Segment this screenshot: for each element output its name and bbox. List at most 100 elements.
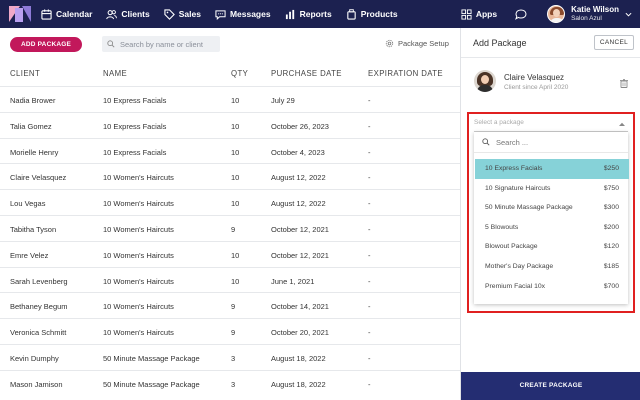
cell-name: 10 Women's Haircuts (103, 224, 174, 234)
option-name: 5 Blowouts (485, 223, 519, 231)
client-since: Client since April 2020 (504, 84, 569, 91)
nav-sales[interactable]: Sales (164, 8, 201, 20)
select-underline (474, 131, 628, 132)
option-price: $200 (603, 223, 619, 231)
nav-reports[interactable]: Reports (285, 9, 332, 20)
grid-icon (461, 8, 472, 20)
column-name[interactable]: NAME (103, 69, 128, 78)
user-org: Salon Azul (571, 15, 602, 22)
nav-clients-label: Clients (121, 9, 150, 19)
create-package-button[interactable]: CREATE PACKAGE (461, 372, 640, 400)
cell-client: Lou Vegas (10, 199, 46, 209)
gear-icon (385, 39, 394, 48)
table-row[interactable]: Lou Vegas 10 Women's Haircuts 10 August 12,… (0, 189, 460, 215)
packages-table: Nadia Brower 10 Express Facials 10 July 29 -… (0, 86, 460, 396)
option-name: Blowout Package (485, 243, 538, 251)
cell-expiration: - (368, 379, 371, 389)
package-dropdown: 10 Express Facials $250 10 Signature Hair… (474, 132, 629, 304)
package-setup-link[interactable]: Package Setup (385, 39, 449, 48)
chevron-down-icon[interactable] (625, 11, 632, 18)
table-row[interactable]: Mason Jamison 50 Minute Massage Package 3 A… (0, 369, 460, 396)
cell-name: 10 Women's Haircuts (103, 173, 174, 183)
message-icon (215, 9, 226, 20)
cell-name: 10 Women's Haircuts (103, 328, 174, 338)
tag-icon (164, 8, 175, 20)
client-avatar (474, 70, 496, 92)
cell-name: 50 Minute Massage Package (103, 379, 200, 389)
add-package-button[interactable]: ADD PACKAGE (10, 37, 82, 52)
nav-apps[interactable]: Apps (461, 8, 497, 20)
cell-client: Bethaney Begum (10, 302, 68, 312)
table-row[interactable]: Talia Gomez 10 Express Facials 10 October 2… (0, 111, 460, 138)
package-option[interactable]: 10 Express Facials $250 (475, 159, 629, 179)
cell-qty: 9 (231, 328, 236, 338)
table-row[interactable]: Veronica Schmitt 10 Women's Haircuts 9 Octo… (0, 318, 460, 344)
cell-qty: 10 (231, 199, 240, 209)
chat-icon[interactable] (515, 8, 527, 20)
cell-expiration: - (368, 328, 371, 338)
cell-qty: 9 (231, 224, 236, 234)
table-row[interactable]: Tabitha Tyson 10 Women's Haircuts 9 October… (0, 214, 460, 241)
table-row[interactable]: Morielle Henry 10 Express Facials 10 Octobe… (0, 137, 460, 164)
user-name: Katie Wilson (571, 5, 619, 14)
cell-purchase: October 4, 2023 (271, 147, 325, 157)
product-icon (346, 8, 356, 20)
bar-chart-icon (285, 9, 294, 19)
search-input[interactable] (120, 39, 220, 49)
option-price: $250 (603, 165, 619, 172)
caret-up-icon[interactable] (619, 122, 625, 126)
option-price: $300 (603, 204, 619, 212)
option-name: 10 Express Facials (485, 165, 543, 172)
user-avatar[interactable] (547, 5, 566, 23)
cell-name: 10 Express Facials (103, 96, 167, 105)
package-select[interactable]: Select a package (474, 119, 524, 126)
table-row[interactable]: Nadia Brower 10 Express Facials 10 July 29 - (0, 86, 460, 112)
cell-expiration: - (368, 276, 371, 286)
calendar-icon (41, 8, 52, 20)
table-row[interactable]: Kevin Dumphy 50 Minute Massage Package 3 Au… (0, 343, 460, 370)
user-menu[interactable]: Katie Wilson Salon Azul (571, 5, 619, 23)
package-option[interactable]: Mother's Day Package $185 (475, 257, 629, 277)
column-purchase-date[interactable]: PURCHASE DATE (271, 69, 342, 78)
package-option[interactable]: 50 Minute Massage Package $300 (475, 198, 629, 218)
search-box[interactable] (102, 36, 220, 52)
option-name: 10 Signature Haircuts (485, 184, 551, 192)
app-logo[interactable] (9, 6, 31, 22)
nav-messages[interactable]: Messages (215, 9, 271, 20)
cell-expiration: - (368, 173, 371, 183)
nav-sales-label: Sales (178, 9, 201, 19)
top-nav: Calendar Clients Sales Messages Reports … (0, 0, 640, 28)
package-option[interactable]: Blowout Package $120 (475, 237, 629, 257)
table-row[interactable]: Bethaney Begum 10 Women's Haircuts 9 Octobe… (0, 292, 460, 318)
nav-products[interactable]: Products (346, 8, 398, 20)
cell-qty: 10 (231, 147, 240, 157)
cancel-button[interactable]: CANCEL (594, 35, 634, 50)
cell-qty: 3 (231, 379, 236, 389)
column-qty[interactable]: QTY (231, 69, 249, 78)
trash-icon[interactable] (620, 79, 628, 88)
option-name: Premium Facial 10x (485, 282, 546, 290)
table-header: CLIENT NAME QTY PURCHASE DATE EXPIRATION… (0, 62, 460, 86)
column-expiration-date[interactable]: EXPIRATION DATE (368, 69, 444, 78)
table-row[interactable]: Emre Velez 10 Women's Haircuts 10 October 1… (0, 240, 460, 267)
dropdown-search[interactable] (474, 132, 628, 153)
cell-purchase: July 29 (271, 96, 295, 105)
table-row[interactable]: Claire Velasquez 10 Women's Haircuts 10 Aug… (0, 163, 460, 189)
nav-clients[interactable]: Clients (106, 9, 150, 20)
table-row[interactable]: Sarah Levenberg 10 Women's Haircuts 10 June… (0, 266, 460, 293)
package-option[interactable]: Premium Facial 10x $700 (475, 277, 629, 297)
option-name: Mother's Day Package (485, 263, 554, 270)
nav-calendar[interactable]: Calendar (41, 8, 92, 20)
cell-expiration: - (368, 302, 371, 312)
cell-purchase: October 26, 2023 (271, 121, 329, 131)
add-package-panel: Add Package CANCEL Claire Velasquez Clie… (460, 28, 640, 400)
cell-client: Morielle Henry (10, 147, 59, 157)
cell-expiration: - (368, 147, 371, 157)
column-client[interactable]: CLIENT (10, 69, 41, 78)
cell-purchase: August 12, 2022 (271, 173, 326, 183)
dropdown-search-input[interactable] (496, 137, 616, 147)
package-option[interactable]: 10 Signature Haircuts $750 (475, 179, 629, 199)
cell-expiration: - (368, 199, 371, 209)
package-option[interactable]: 5 Blowouts $200 (475, 218, 629, 238)
cell-name: 10 Women's Haircuts (103, 276, 174, 286)
